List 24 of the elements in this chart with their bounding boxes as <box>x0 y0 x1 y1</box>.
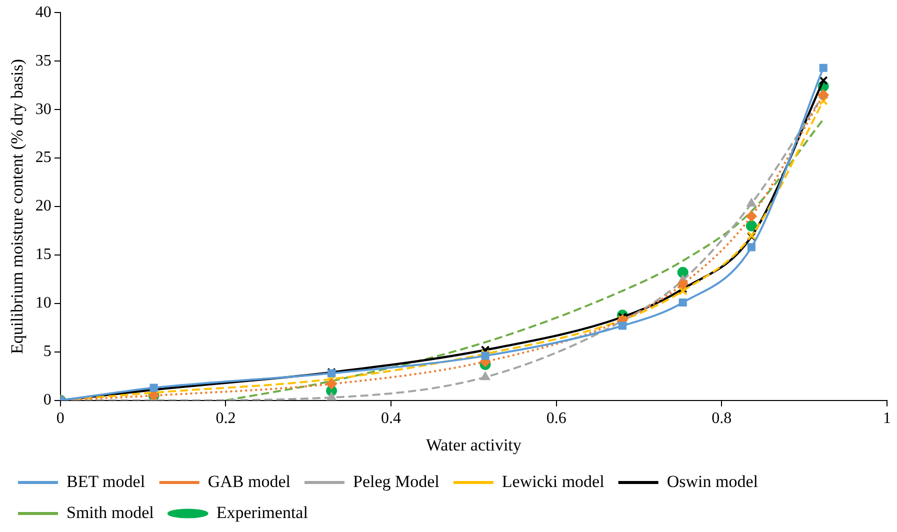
legend-label: Experimental <box>216 502 308 522</box>
x-tick-label: 0 <box>56 410 64 428</box>
legend-label: BET model <box>66 472 146 491</box>
x-tick-label: 1 <box>883 410 891 428</box>
y-tick-label: 10 <box>35 294 52 312</box>
legend-label: Peleg Model <box>352 472 440 491</box>
x-tick-label: 0.8 <box>712 410 732 428</box>
y-tick-label: 30 <box>35 100 52 118</box>
y-tick-label: 25 <box>35 149 52 166</box>
y-tick-label: 40 <box>35 4 52 21</box>
x-tick-label: 0.6 <box>546 410 566 428</box>
y-tick-label: 35 <box>35 52 52 70</box>
y-tick-label: 0 <box>43 392 52 409</box>
legend-label: Oswin model <box>666 472 758 491</box>
x-tick-label: 0.2 <box>216 410 236 428</box>
y-tick-label: 15 <box>35 246 52 264</box>
legend-label: Smith model <box>66 502 154 522</box>
y-tick-label: 5 <box>43 343 52 360</box>
x-axis-title: Water activity <box>426 435 522 454</box>
legend-label: Lewicki model <box>502 472 605 491</box>
legend-label: GAB model <box>208 472 291 491</box>
y-tick-label: 20 <box>35 198 52 215</box>
y-axis-title: Equilibrium moisture content (% dry basis) <box>8 58 27 354</box>
x-tick-label: 0.4 <box>381 410 402 428</box>
